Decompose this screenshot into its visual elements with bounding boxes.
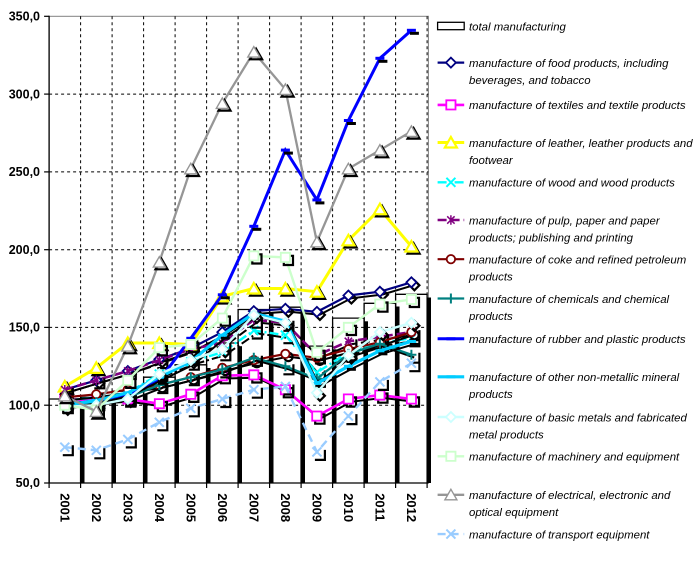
svg-text:products; publishing and print: products; publishing and printing (468, 232, 634, 244)
svg-text:2001: 2001 (57, 493, 72, 522)
svg-text:products: products (468, 311, 513, 323)
svg-text:manufacture of rubber and plas: manufacture of rubber and plastic produc… (469, 334, 686, 346)
svg-text:2003: 2003 (120, 493, 135, 522)
svg-text:footwear: footwear (469, 155, 514, 167)
svg-text:2009: 2009 (310, 493, 325, 522)
svg-text:50,0: 50,0 (16, 476, 40, 490)
svg-text:total manufacturing: total manufacturing (469, 21, 567, 33)
svg-text:manufacture of wood and wood p: manufacture of wood and wood products (469, 178, 675, 190)
svg-text:2011: 2011 (373, 493, 388, 521)
svg-text:products: products (468, 272, 513, 284)
svg-text:250,0: 250,0 (9, 165, 40, 179)
svg-text:2008: 2008 (278, 493, 293, 522)
svg-text:products: products (468, 389, 513, 401)
svg-text:manufacture of food products,: manufacture of food products, including (469, 58, 669, 70)
svg-text:manufacture of textiles and te: manufacture of textiles and textile prod… (469, 100, 686, 112)
svg-text:2010: 2010 (341, 493, 356, 522)
svg-text:beverages, and tobacco: beverages, and tobacco (469, 75, 591, 87)
svg-text:2006: 2006 (215, 493, 230, 522)
svg-text:350,0: 350,0 (9, 10, 40, 24)
svg-text:manufacture of coke and refine: manufacture of coke and refined petroleu… (469, 255, 686, 267)
svg-text:2004: 2004 (152, 493, 167, 523)
svg-text:metal products: metal products (469, 429, 544, 441)
svg-text:manufacture of pulp, paper and: manufacture of pulp, paper and paper (469, 215, 661, 227)
svg-text:150,0: 150,0 (9, 321, 40, 335)
svg-text:2005: 2005 (183, 493, 198, 522)
svg-text:2012: 2012 (404, 493, 419, 522)
svg-text:manufacture of transport equip: manufacture of transport equipment (469, 529, 650, 541)
svg-text:2007: 2007 (246, 493, 261, 522)
svg-text:manufacture of basic metals an: manufacture of basic metals and fabricat… (469, 412, 687, 424)
svg-text:manufacture of chemicals and c: manufacture of chemicals and chemical (469, 294, 670, 306)
svg-text:manufacture of machinery and e: manufacture of machinery and equipment (469, 452, 680, 464)
svg-text:manufacture of other non-metal: manufacture of other non-metallic minera… (469, 372, 680, 384)
svg-text:100,0: 100,0 (9, 398, 40, 412)
svg-text:300,0: 300,0 (9, 87, 40, 101)
svg-text:manufacture of leather, leathe: manufacture of leather, leather products… (469, 138, 693, 150)
svg-text:optical equipment: optical equipment (469, 507, 559, 519)
svg-text:2002: 2002 (89, 493, 104, 522)
svg-text:200,0: 200,0 (9, 243, 40, 257)
svg-text:manufacture of electrical, ele: manufacture of electrical, electronic an… (469, 490, 671, 502)
